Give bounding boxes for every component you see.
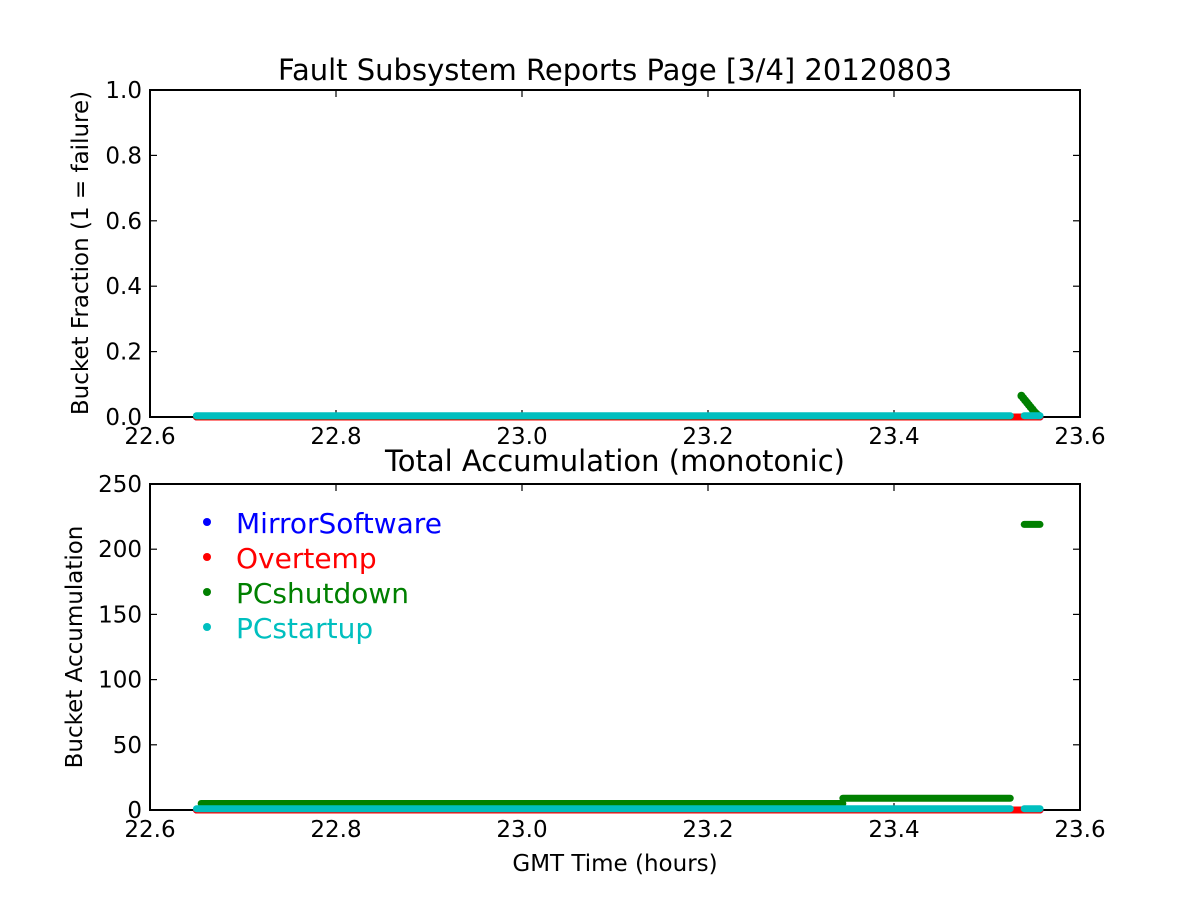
legend-marker-pcshutdown — [203, 588, 211, 596]
legend: MirrorSoftwareOvertempPCshutdownPCstartu… — [203, 507, 442, 645]
accumulation-y-tick-label: 50 — [113, 733, 142, 759]
accumulation-y-tick-label: 250 — [98, 472, 142, 498]
accumulation-y-tick-label: 150 — [98, 602, 142, 628]
fraction-panel: Fault Subsystem Reports Page [3/4] 20120… — [68, 53, 1106, 450]
fraction-y-tick-label: 0.0 — [105, 405, 142, 431]
fraction-y-tick-label: 0.4 — [105, 274, 142, 300]
fraction-y-axis-label: Bucket Fraction (1 = failure) — [68, 91, 94, 415]
accumulation-x-tick-label: 23.4 — [868, 817, 919, 843]
accumulation-panel: Total Accumulation (monotonic) Bucket Ac… — [62, 444, 1106, 877]
fraction-x-tick-label: 23.0 — [496, 424, 547, 450]
accumulation-y-axis-label: Bucket Accumulation — [62, 526, 88, 769]
accumulation-chart-title: Total Accumulation (monotonic) — [384, 444, 845, 478]
accumulation-x-tick-label: 23.0 — [496, 817, 547, 843]
accumulation-x-tick-label: 22.8 — [310, 817, 361, 843]
legend-marker-overtemp — [203, 553, 211, 561]
accumulation-x-tick-label: 23.6 — [1054, 817, 1105, 843]
fraction-x-tick-label: 23.6 — [1054, 424, 1105, 450]
fraction-plot-area: 22.6 22.8 23.0 23.2 23.4 23.6 0.0 0.2 0.4 0.6 0.8 1… — [105, 78, 1105, 450]
fraction-y-tick-label: 1.0 — [105, 78, 142, 104]
legend-marker-pcstartup — [203, 623, 211, 631]
accumulation-y-tick-label: 0 — [127, 798, 142, 824]
fraction-y-tick-label: 0.2 — [105, 340, 142, 366]
legend-marker-mirrorsoftware — [203, 518, 211, 526]
fraction-x-tick-label: 22.8 — [310, 424, 361, 450]
legend-label-pcstartup: PCstartup — [236, 612, 373, 645]
accumulation-x-tick-label: 22.6 — [124, 817, 175, 843]
legend-label-mirrorsoftware: MirrorSoftware — [236, 507, 442, 540]
fraction-x-tick-label: 23.4 — [868, 424, 919, 450]
fraction-x-tick-label: 22.6 — [124, 424, 175, 450]
legend-label-pcshutdown: PCshutdown — [236, 577, 409, 610]
accumulation-x-tick-label: 23.2 — [682, 817, 733, 843]
fraction-y-tick-label: 0.8 — [105, 143, 142, 169]
fraction-axes-frame — [149, 89, 1081, 418]
fraction-x-tick-label: 23.2 — [682, 424, 733, 450]
fraction-chart-title: Fault Subsystem Reports Page [3/4] 20120… — [278, 53, 952, 87]
accumulation-x-axis-label: GMT Time (hours) — [512, 851, 717, 877]
fraction-y-tick-label: 0.6 — [105, 209, 142, 235]
accumulation-plot-area: 22.6 22.8 23.0 23.2 23.4 23.6 0 50 100 150 200 250 — [98, 472, 1106, 843]
accumulation-y-tick-label: 200 — [98, 537, 142, 563]
accumulation-y-tick-label: 100 — [98, 668, 142, 694]
legend-label-overtemp: Overtemp — [236, 542, 377, 575]
